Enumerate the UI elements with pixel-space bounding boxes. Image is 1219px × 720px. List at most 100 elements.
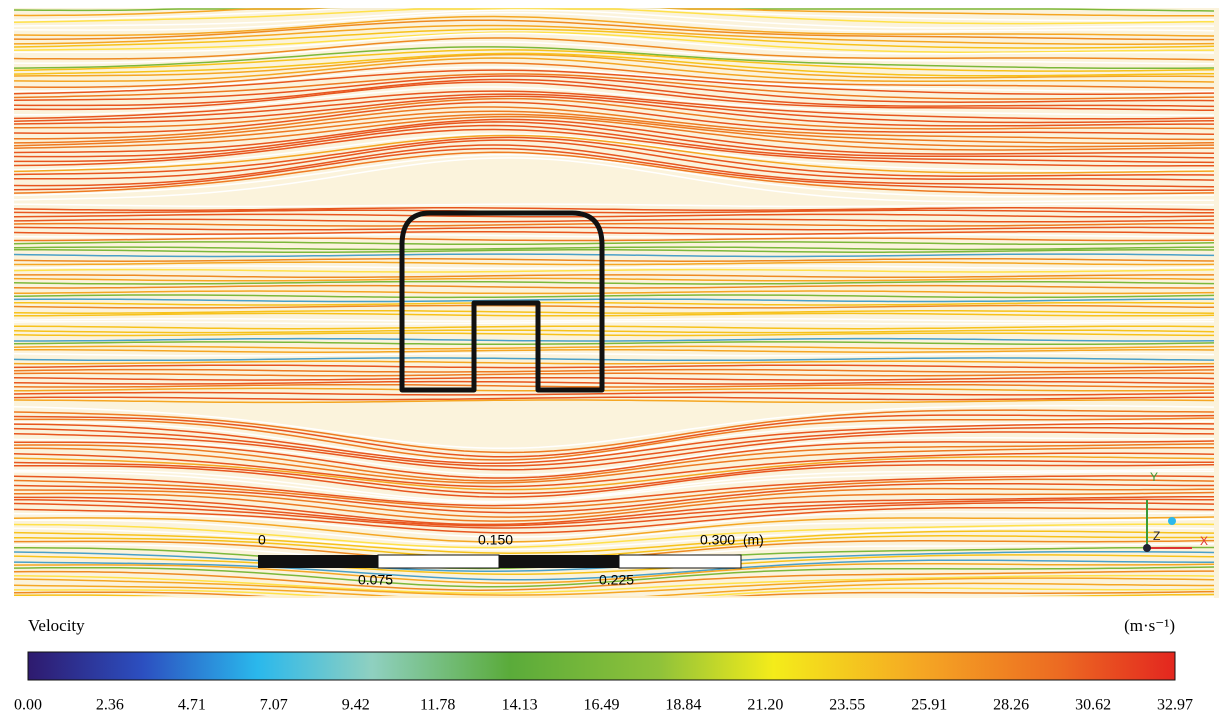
streamline xyxy=(13,554,1215,575)
colorbar-tick-label: 23.55 xyxy=(829,697,865,714)
colorbar-tick-label: 21.20 xyxy=(747,697,783,714)
streamline xyxy=(14,249,1215,253)
streamline xyxy=(13,341,1215,346)
streamline xyxy=(13,277,1215,282)
streamline xyxy=(13,28,1215,49)
streamline xyxy=(14,274,1214,279)
streamline xyxy=(13,258,1215,262)
scale-seg xyxy=(618,554,742,569)
streamline xyxy=(13,75,1215,103)
streamline xyxy=(14,124,1215,164)
scale-label: 0.225 xyxy=(599,572,634,588)
streamline xyxy=(13,559,1214,581)
streamline xyxy=(13,436,1215,476)
streamline xyxy=(13,516,1215,543)
streamline xyxy=(13,231,1215,235)
streamline xyxy=(13,530,1215,554)
streamline xyxy=(13,15,1215,37)
colorbar-tick-label: 4.71 xyxy=(178,697,206,714)
streamline xyxy=(13,455,1215,491)
streamline xyxy=(13,9,1214,29)
streamline xyxy=(14,387,1215,392)
streamline xyxy=(13,133,1215,172)
streamline xyxy=(13,526,1215,551)
streamline xyxy=(13,222,1214,227)
axis-label: Y xyxy=(1150,470,1158,484)
streamline xyxy=(14,495,1214,526)
streamline xyxy=(13,268,1215,273)
streamline xyxy=(13,19,1214,41)
scale-label: 0.300 (m) xyxy=(700,532,764,548)
streamline xyxy=(13,144,1215,188)
streamline xyxy=(13,518,1215,546)
scale-bar: 0 0.150 0.300 (m) 0.075 0.225 xyxy=(258,532,764,588)
streamline xyxy=(14,349,1215,353)
colorbar-tick-label: 0.00 xyxy=(14,697,42,714)
streamline xyxy=(13,364,1215,369)
streamline xyxy=(13,380,1215,385)
streamline xyxy=(13,209,1214,214)
streamline xyxy=(13,475,1215,507)
streamline xyxy=(13,46,1215,70)
streamline xyxy=(13,446,1214,484)
streamline xyxy=(13,218,1215,223)
colorbar-tick-label: 11.78 xyxy=(420,697,455,714)
streamline xyxy=(13,577,1215,596)
colorbar-tick-label: 18.84 xyxy=(665,697,701,714)
streamline xyxy=(13,399,1215,404)
streamline xyxy=(13,396,1214,401)
streamline xyxy=(13,265,1215,270)
colorbar-ticks: 0.00 2.36 4.71 7.07 9.42 11.78 14.13 16.49 18.84… xyxy=(14,697,1193,714)
streamline xyxy=(13,147,1215,191)
colorbar-tick-label: 30.62 xyxy=(1075,697,1111,714)
streamline xyxy=(13,452,1215,488)
streamline xyxy=(13,290,1215,295)
streamline xyxy=(14,325,1215,330)
streamline xyxy=(13,31,1215,53)
streamline xyxy=(13,62,1215,89)
streamline xyxy=(14,237,1215,242)
streamline xyxy=(13,11,1215,32)
colorbar-tick-label: 25.91 xyxy=(911,697,947,714)
streamline xyxy=(13,24,1215,45)
streamline xyxy=(14,32,1215,55)
triad-dot xyxy=(1168,517,1176,525)
streamline xyxy=(13,241,1215,246)
colorbar-tick-label: 32.97 xyxy=(1157,697,1193,714)
colorbar-tick-label: 2.36 xyxy=(96,697,124,714)
colorbar-tick-label: 9.42 xyxy=(342,697,370,714)
streamline xyxy=(13,535,1215,559)
body-outline xyxy=(399,210,605,393)
streamline xyxy=(13,298,1214,303)
streamline xyxy=(13,40,1215,65)
streamline xyxy=(13,332,1214,337)
colorbar-title: Velocity xyxy=(28,616,85,635)
streamline xyxy=(13,360,1215,365)
streamline xyxy=(13,115,1214,151)
streamline xyxy=(13,134,1215,174)
axis-label: X xyxy=(1200,534,1208,548)
streamline xyxy=(13,157,1214,203)
streamline xyxy=(13,53,1215,79)
streamline xyxy=(13,329,1215,334)
streamline xyxy=(13,69,1215,95)
streamline xyxy=(14,106,1214,141)
streamline xyxy=(14,139,1215,181)
streamline xyxy=(13,153,1215,198)
streamline xyxy=(13,498,1215,527)
streamline xyxy=(13,357,1215,362)
z-axis-dot xyxy=(1143,544,1151,552)
streamline xyxy=(13,511,1215,538)
scale-label: 0.150 xyxy=(478,532,513,548)
streamline xyxy=(13,574,1215,594)
streamline xyxy=(13,78,1215,108)
streamline xyxy=(13,482,1214,514)
streamline xyxy=(13,391,1215,396)
colorbar-unit: (m·s⁻¹) xyxy=(1124,616,1175,635)
streamline xyxy=(13,320,1214,325)
streamline xyxy=(13,376,1215,381)
streamlines xyxy=(13,8,1215,598)
streamline xyxy=(14,86,1214,116)
